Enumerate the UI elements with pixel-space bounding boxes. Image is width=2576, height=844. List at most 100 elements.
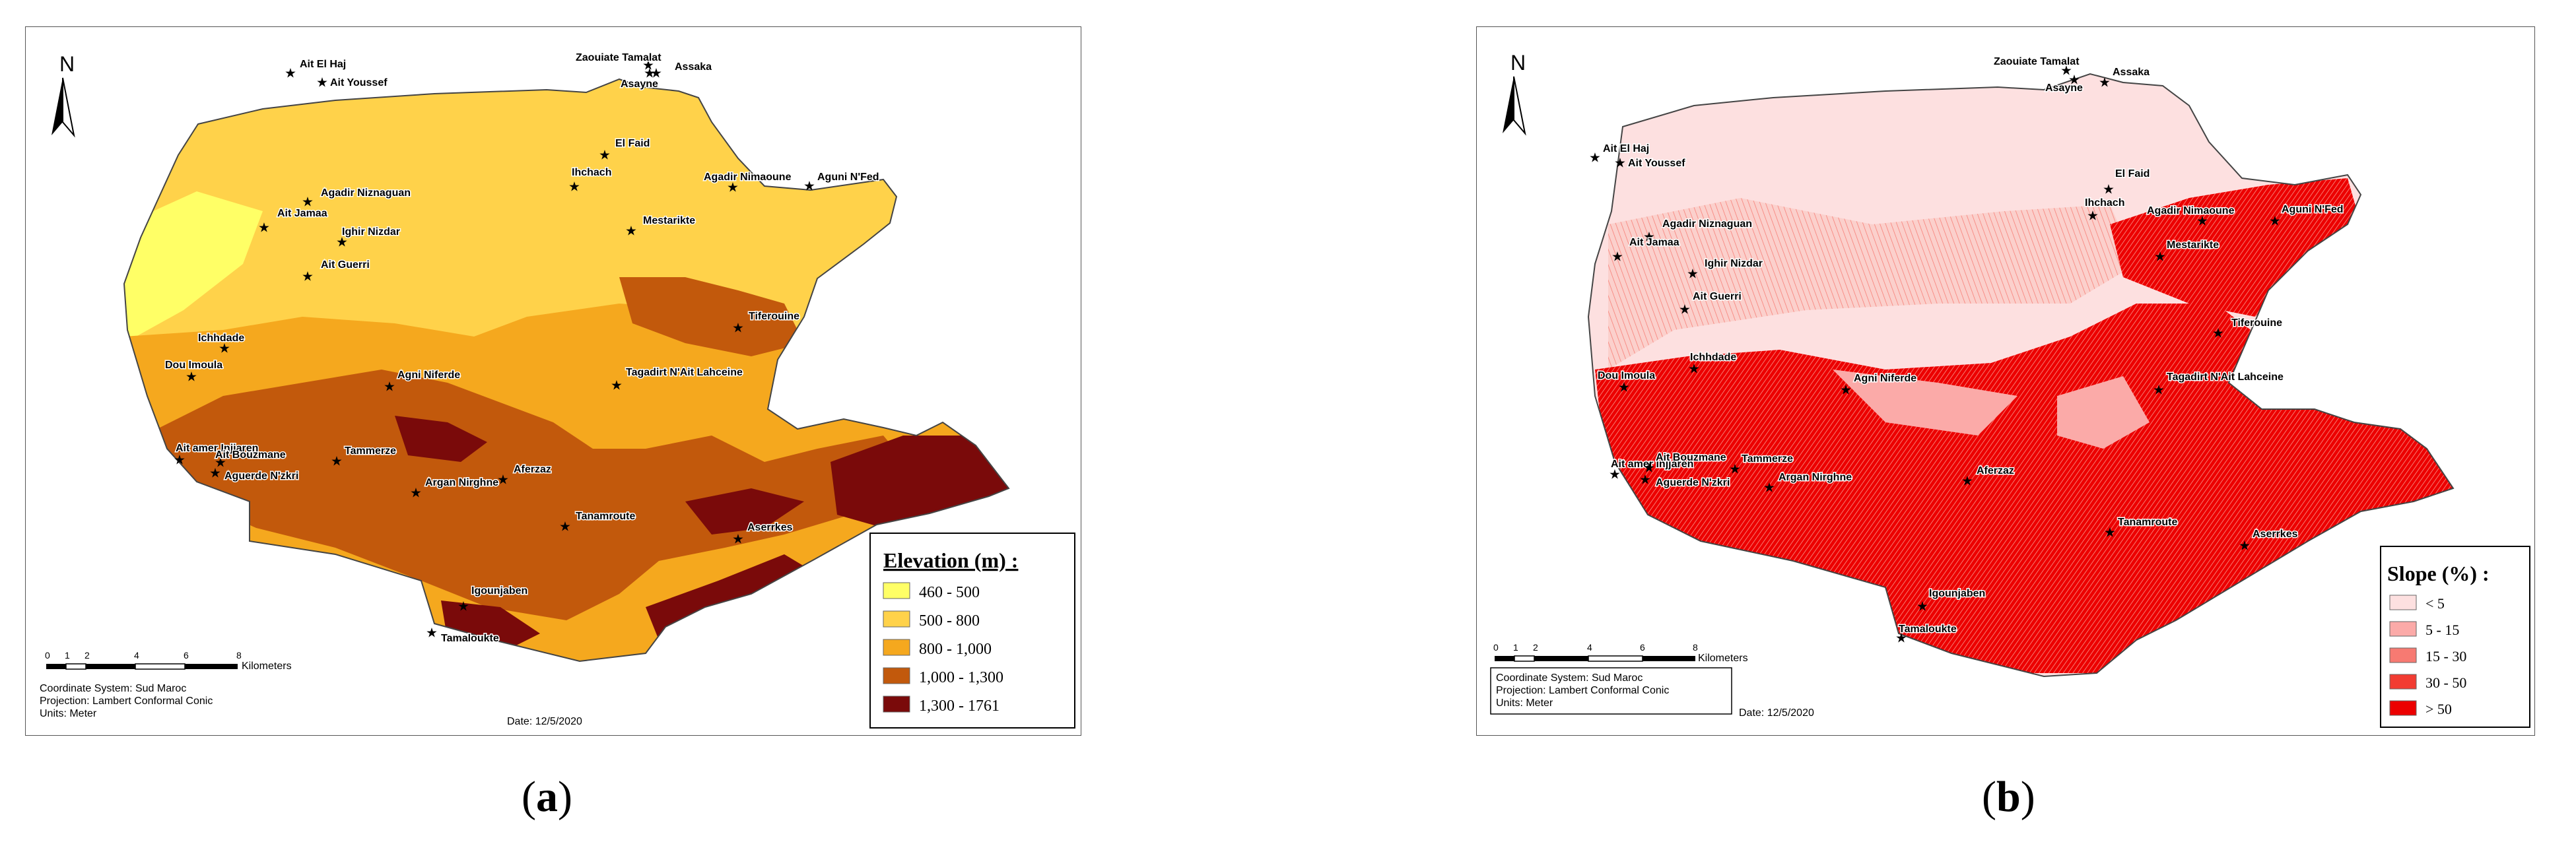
place-label: Igounjaben — [1929, 588, 1985, 599]
place-star-icon: ★ — [727, 180, 739, 195]
legend-label: 1,300 - 1761 — [919, 698, 1000, 715]
svg-text:4: 4 — [134, 650, 139, 661]
slope-map: N ★Zaouiate Tamalat★Asayne ★Assaka★Ait El… — [1476, 26, 2535, 736]
place-star-icon: ★ — [1687, 267, 1699, 281]
place-label: Ait Bouzmane — [215, 449, 286, 461]
place-star-icon: ★ — [258, 220, 270, 235]
place-star-icon: ★ — [1639, 472, 1651, 487]
place-label: El Faid — [615, 138, 650, 149]
place-label: Ait El Haj — [300, 59, 346, 70]
place-label: Tiferouine — [749, 311, 799, 322]
projection: Projection: Lambert Conformal Conic — [1496, 685, 1669, 696]
place-label: El Faid — [2115, 168, 2150, 179]
place-label: Agadir Niznaguan — [1662, 218, 1752, 230]
map-info: Coordinate System: Sud Maroc Projection:… — [40, 683, 582, 727]
place-star-icon: ★ — [336, 235, 348, 249]
legend-swatch — [883, 610, 910, 628]
legend-label: 800 - 1,000 — [919, 641, 992, 658]
place-star-icon: ★ — [1840, 383, 1852, 397]
place-star-icon: ★ — [625, 224, 637, 238]
place-label: Ighir Nizdar — [1705, 258, 1763, 269]
legend-swatch — [2389, 595, 2417, 610]
place-label: Tagadirt N'Ait Lahceine — [626, 367, 743, 378]
place-star-icon: ★ — [644, 66, 656, 81]
place-label: Aguni N'Fed — [817, 172, 879, 183]
place-label: Zaouiate Tamalat — [1994, 56, 2080, 67]
place-star-icon: ★ — [2104, 525, 2116, 540]
legend-swatch — [2389, 621, 2417, 637]
place-label: Aferzaz — [514, 464, 551, 475]
place-markers: ★Zaouiate Tamalat★Asayne★Assaka★Ait El H… — [1589, 55, 2344, 646]
place-label: Igounjaben — [471, 585, 527, 597]
elevation-zone-lowest — [124, 191, 263, 343]
svg-text:6: 6 — [1640, 642, 1645, 653]
place-star-icon: ★ — [2103, 182, 2115, 197]
place-star-icon: ★ — [426, 626, 438, 640]
north-label: N — [1510, 51, 1526, 75]
place-star-icon: ★ — [316, 75, 328, 90]
place-star-icon: ★ — [1614, 156, 1626, 170]
place-star-icon: ★ — [2212, 326, 2224, 341]
place-star-icon: ★ — [1679, 302, 1691, 317]
place-star-icon: ★ — [2269, 214, 2281, 228]
coordinate-system: Coordinate System: Sud Maroc — [40, 683, 186, 694]
scale-unit: Kilometers — [1698, 653, 1748, 664]
place-star-icon: ★ — [732, 532, 744, 546]
place-label: Ait Youssef — [1628, 158, 1685, 169]
place-star-icon: ★ — [650, 66, 662, 81]
place-label: Ait Guerri — [321, 259, 370, 271]
place-star-icon: ★ — [2087, 209, 2099, 223]
place-label: Tammerze — [1742, 453, 1793, 465]
place-star-icon: ★ — [1618, 380, 1630, 395]
slope-zone-gentle — [1608, 198, 2136, 370]
place-star-icon: ★ — [2154, 249, 2166, 264]
legend: Elevation (m) : 460 - 500 500 - 800 800 - … — [869, 533, 1075, 729]
place-star-icon: ★ — [1916, 599, 1928, 614]
place-label: Ait amer Injjaren — [1611, 459, 1693, 470]
place-label: Asayne — [2045, 82, 2083, 94]
elevation-map: N ★Zaouiate Tamalat★Asayne★ Assaka★Ait El… — [25, 26, 1081, 736]
place-star-icon: ★ — [1643, 461, 1655, 475]
place-label: Ichhdade — [198, 333, 244, 344]
place-label: Ait Bouzmane — [1656, 452, 1726, 463]
place-label: Aguerde N'zkri — [224, 471, 298, 482]
place-star-icon: ★ — [174, 453, 186, 467]
place-label: Ait Youssef — [330, 77, 388, 88]
place-star-icon: ★ — [302, 195, 314, 209]
svg-text:1: 1 — [65, 650, 70, 661]
map-date: Date: 12/5/2020 — [507, 716, 582, 727]
scale-bar: 0 1 2 4 6 8 Kilometers — [1493, 642, 1748, 664]
place-star-icon: ★ — [642, 58, 654, 73]
north-label: N — [59, 52, 75, 76]
place-markers: ★Zaouiate Tamalat★Asayne★Assaka★Ait El H… — [164, 51, 881, 645]
place-label: Ait El Haj — [1603, 143, 1649, 154]
place-label: Ait amer Injjaren — [176, 443, 258, 454]
place-star-icon: ★ — [803, 179, 815, 193]
place-label: Dou Imoula — [1598, 370, 1655, 381]
place-star-icon: ★ — [611, 378, 623, 393]
place-star-icon: ★ — [1688, 362, 1700, 376]
place-label: Argan Nirghne — [425, 477, 498, 488]
place-label: Ihchach — [2085, 197, 2124, 209]
place-star-icon: ★ — [2068, 73, 2080, 87]
place-star-icon: ★ — [1729, 462, 1741, 476]
legend-swatch — [883, 582, 910, 599]
projection: Projection: Lambert Conformal Conic — [40, 696, 213, 707]
svg-text:8: 8 — [1693, 642, 1698, 653]
place-star-icon: ★ — [219, 341, 230, 356]
svg-text:0: 0 — [1493, 642, 1499, 653]
legend-swatch — [883, 639, 910, 656]
place-star-icon: ★ — [215, 455, 226, 470]
legend-swatch — [883, 696, 910, 713]
place-label: Ait Jamaa — [277, 208, 327, 219]
place-star-icon: ★ — [2060, 63, 2072, 78]
place-label: Ihchach — [572, 167, 611, 178]
place-star-icon: ★ — [1609, 467, 1621, 482]
place-star-icon: ★ — [559, 519, 571, 534]
place-label: Tamaloukte — [1899, 624, 1957, 635]
place-label: Tagadirt N'Ait Lahceine — [2167, 372, 2284, 383]
legend-label: 30 - 50 — [2425, 674, 2466, 691]
place-label: Aferzaz — [1977, 465, 2014, 476]
svg-text:4: 4 — [1587, 642, 1592, 653]
north-arrow: N — [1503, 51, 1526, 136]
